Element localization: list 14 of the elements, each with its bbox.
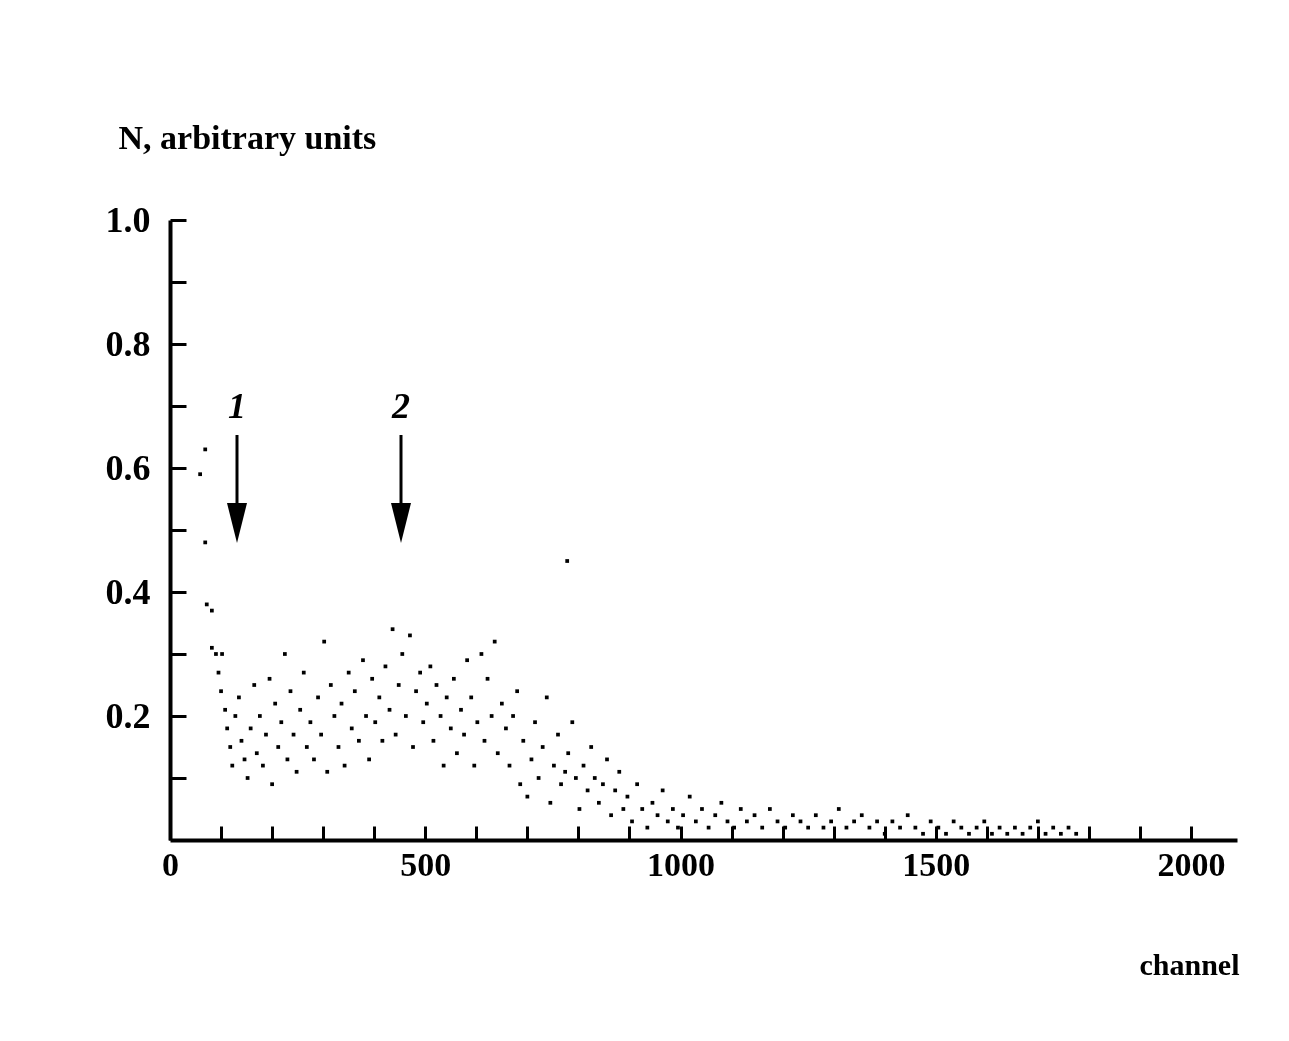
x-tick-label: 500 [400,845,452,883]
x-axis-title: channel [1139,947,1240,981]
x-tick-label: 1000 [647,845,716,883]
annotation: 2 [391,386,410,426]
x-tick-label: 1500 [902,845,971,883]
y-tick-label: 0.6 [105,447,151,488]
y-axis-title: N, arbitrary units [118,118,377,156]
y-tick-label: 0.4 [105,571,151,612]
x-tick-label: 0 [162,845,179,883]
y-tick-label: 0.2 [105,695,151,736]
annotation: 1 [228,386,246,426]
x-tick-label: 2000 [1157,845,1226,883]
y-tick-label: 0.8 [105,323,151,364]
y-tick-label: 1.0 [105,199,151,240]
